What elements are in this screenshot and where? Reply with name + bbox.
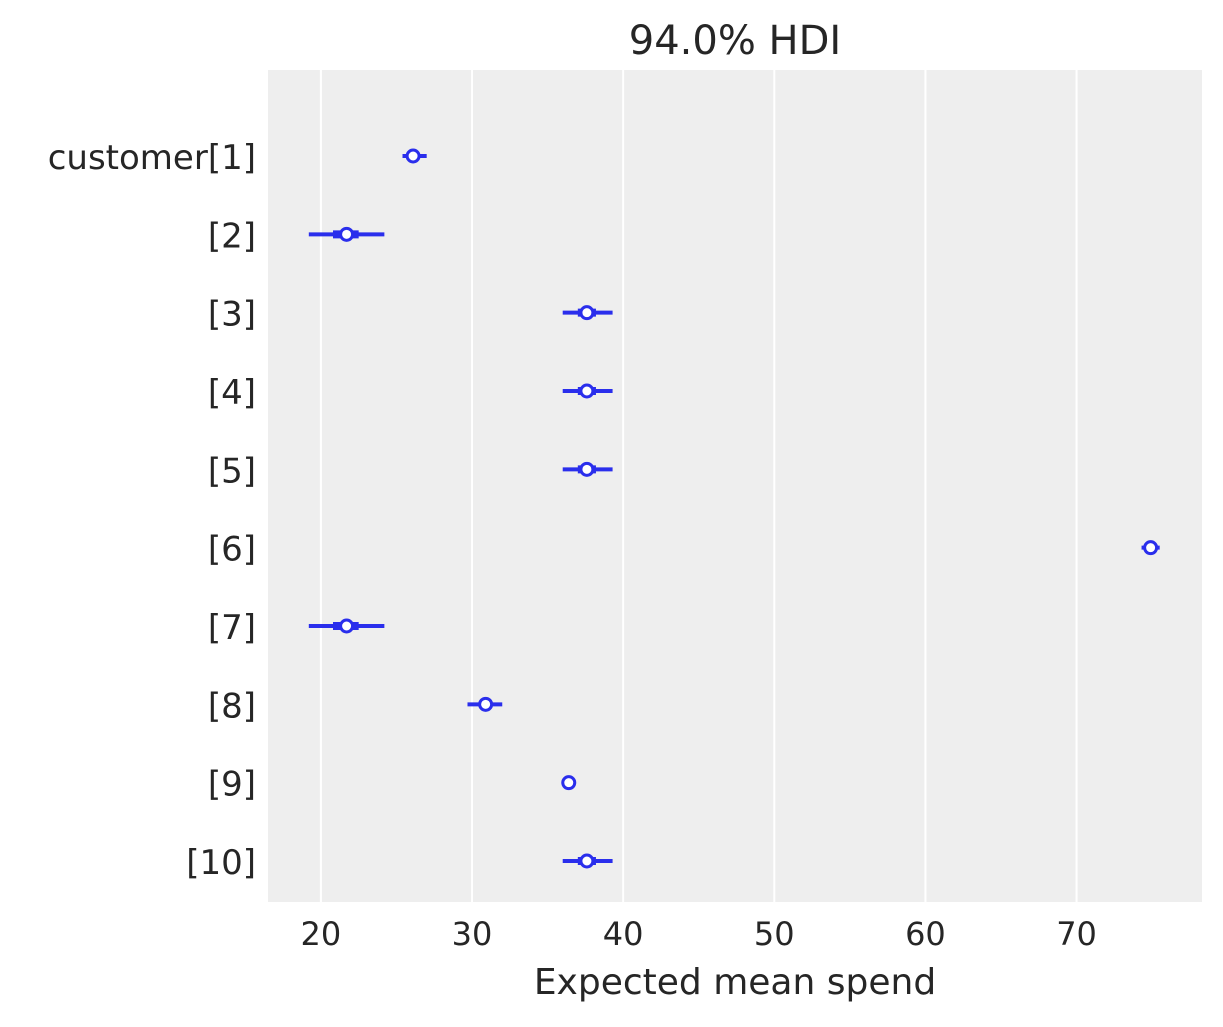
point-estimate	[561, 775, 577, 791]
x-tick-label: 20	[301, 915, 342, 953]
x-tick-label: 50	[754, 915, 795, 953]
point-estimate	[579, 461, 595, 477]
forest-row: [9]	[208, 765, 577, 805]
x-tick-labels: 20 30 40 50 60 70	[301, 915, 1097, 953]
row-label: [2]	[208, 216, 256, 256]
point-estimate	[1143, 540, 1159, 556]
row-label: [9]	[208, 765, 256, 805]
row-label: [5]	[208, 451, 256, 491]
row-label: [10]	[186, 843, 256, 883]
forest-row: [5]	[208, 451, 613, 491]
x-tick-label: 30	[452, 915, 493, 953]
row-label: [8]	[208, 686, 256, 726]
gridlines	[319, 70, 1078, 902]
x-axis-label: Expected mean spend	[534, 962, 936, 1003]
point-estimate	[579, 305, 595, 321]
forest-rows: customer[1] [2] [3] [4] [5] [6] [7] [8] [9] [10]	[48, 138, 1160, 883]
point-estimate	[478, 696, 494, 712]
forest-row: [10]	[186, 843, 613, 883]
forest-row: [2]	[208, 216, 385, 256]
row-label: customer[1]	[48, 138, 256, 178]
chart-title: 94.0% HDI	[629, 18, 841, 64]
forest-row: [3]	[208, 295, 613, 335]
plot-background	[268, 70, 1202, 902]
row-label: [6]	[208, 530, 256, 570]
row-label: [4]	[208, 373, 256, 413]
x-tick-label: 70	[1056, 915, 1097, 953]
point-estimate	[339, 618, 355, 634]
forest-row: customer[1]	[48, 138, 427, 178]
point-estimate	[339, 226, 355, 242]
forest-row: [7]	[208, 608, 385, 648]
x-tick-label: 60	[905, 915, 946, 953]
row-label: [3]	[208, 295, 256, 335]
forest-row: [8]	[208, 686, 503, 726]
forest-row: [4]	[208, 373, 613, 413]
forest-row: [6]	[208, 530, 1160, 570]
row-label: [7]	[208, 608, 256, 648]
point-estimate	[579, 383, 595, 399]
point-estimate	[405, 148, 421, 164]
point-estimate	[579, 853, 595, 869]
x-tick-label: 40	[603, 915, 644, 953]
